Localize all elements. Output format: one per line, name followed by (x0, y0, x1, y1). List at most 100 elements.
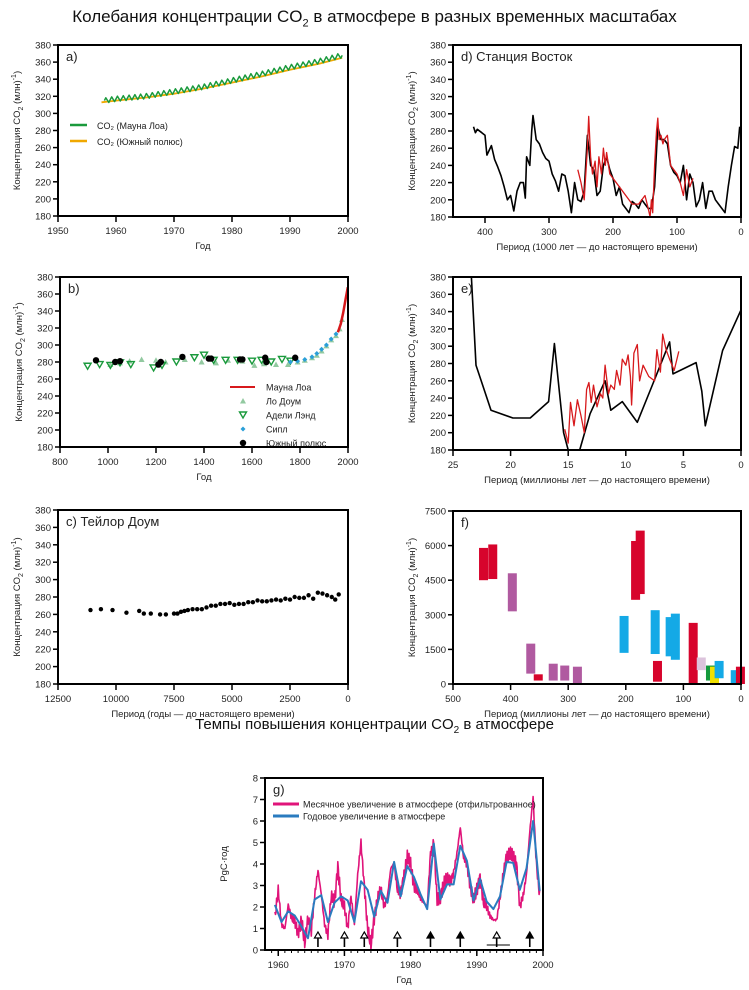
data-point (241, 601, 246, 607)
event-arrow-head-icon (392, 930, 402, 939)
data-point (324, 593, 330, 598)
data-point-diamond (287, 359, 293, 365)
x-tick-label: 1600 (241, 457, 262, 468)
y-tick-label: 1500 (425, 645, 446, 656)
range-bar (479, 547, 489, 581)
data-point (320, 591, 325, 596)
plot-frame (452, 510, 742, 685)
y-tick-label: 260 (35, 143, 51, 154)
data-point (246, 600, 251, 605)
y-tick-label: 200 (35, 194, 51, 205)
data-point-circle (239, 439, 247, 447)
x-tick-label: 1200 (145, 457, 166, 468)
y-tick-label: 240 (37, 392, 53, 403)
data-point (208, 603, 214, 608)
range-bar (665, 617, 675, 657)
legend-label: Ло Доум (266, 397, 301, 407)
data-point (273, 597, 279, 602)
legend-label: Сипл (266, 425, 288, 435)
y-axis-label: Концентрация CO2 (млн)-1) (13, 302, 27, 421)
data-point-triangle-up (251, 362, 258, 368)
data-point-triangle-down (105, 361, 116, 370)
y-tick-label: 0 (253, 946, 258, 957)
x-tick-label: 2500 (279, 694, 300, 705)
data-point-circle (92, 357, 100, 364)
x-axis-label: Год (195, 241, 211, 252)
x-tick-label: 1950 (47, 226, 68, 237)
data-point-circle (157, 358, 164, 366)
data-point (269, 598, 274, 603)
y-tick-label: 380 (35, 41, 51, 52)
x-tick-label: 1960 (268, 960, 289, 971)
y-tick-label: 240 (430, 161, 446, 172)
y-tick-label: 220 (35, 177, 51, 188)
x-tick-label: 0 (738, 460, 743, 471)
data-point (141, 611, 147, 616)
panel-label: c) Тейлор Доум (66, 514, 159, 529)
y-tick-label: 2 (253, 903, 258, 914)
y-axis-label: Концентрация CO2 (млн)-1) (11, 71, 25, 190)
x-tick-label: 0 (738, 694, 743, 705)
y-tick-label: 5 (253, 838, 258, 849)
data-point (178, 609, 184, 614)
x-tick-label: 2000 (337, 457, 358, 468)
y-tick-label: 360 (35, 58, 51, 69)
y-tick-label: 340 (430, 75, 446, 86)
x-tick-label: 10 (621, 460, 632, 471)
y-tick-label: 360 (37, 290, 53, 301)
chart-panel-c: 180 200 220 240 260 280 300 320 340 360 380 12500 10… (11, 506, 351, 721)
panel-label: f) (461, 515, 469, 530)
series-line-mauna-loa (336, 286, 350, 333)
series-line-mauna-loa (103, 53, 343, 104)
data-point-triangle-down (199, 351, 209, 360)
x-tick-label: 1990 (279, 226, 300, 237)
data-point (88, 607, 93, 613)
y-tick-label: 3 (253, 881, 258, 892)
series-line-annual (273, 820, 541, 940)
x-tick-label: 2000 (337, 226, 358, 237)
y-tick-label: 240 (35, 627, 51, 638)
data-point (213, 603, 218, 608)
x-tick-label: 1980 (221, 226, 242, 237)
y-tick-label: 0 (441, 680, 446, 691)
y-tick-label: 340 (37, 307, 53, 318)
y-tick-label: 220 (430, 178, 446, 189)
y-tick-label: 280 (35, 126, 51, 137)
data-point-diamond (328, 336, 334, 342)
range-bar (560, 665, 570, 681)
y-tick-label: 3000 (425, 610, 446, 621)
range-bar (572, 666, 582, 684)
x-tick-label: 10000 (103, 694, 129, 705)
range-bar (688, 622, 698, 684)
y-tick-label: 300 (35, 109, 51, 120)
event-arrow-head-icon (359, 930, 369, 939)
data-point (301, 595, 307, 601)
data-point (259, 599, 265, 604)
data-point-circle (263, 358, 270, 366)
data-point (311, 596, 316, 601)
y-tick-label: 4500 (425, 576, 446, 587)
data-point-diamond (319, 346, 325, 352)
y-axis-label: Концентрация CO2 (млн)-1) (406, 538, 420, 657)
chart-panel-g: Месячное увеличение в атмосфере (отфильт… (219, 774, 554, 987)
event-arrow-head-icon (425, 930, 436, 939)
data-point-triangle-up (198, 359, 205, 365)
data-point-circle (208, 355, 215, 362)
y-tick-label: 340 (35, 540, 51, 551)
y-tick-label: 180 (35, 680, 51, 691)
y-tick-label: 380 (37, 273, 53, 284)
data-point-triangle-down (148, 364, 159, 373)
legend-label: Южный полюс (266, 439, 327, 449)
range-bar (635, 530, 645, 595)
x-tick-label: 1800 (289, 457, 310, 468)
series-line-red (577, 115, 694, 218)
y-tick-label: 360 (430, 290, 446, 301)
x-tick-label: 1960 (105, 226, 126, 237)
x-tick-label: 25 (448, 460, 459, 471)
event-arrow-head-icon (525, 930, 535, 939)
y-tick-label: 300 (430, 109, 446, 120)
series-line-black (472, 114, 741, 214)
y-tick-label: 340 (430, 307, 446, 318)
data-point (110, 607, 115, 613)
y-tick-label: 4 (253, 860, 258, 871)
